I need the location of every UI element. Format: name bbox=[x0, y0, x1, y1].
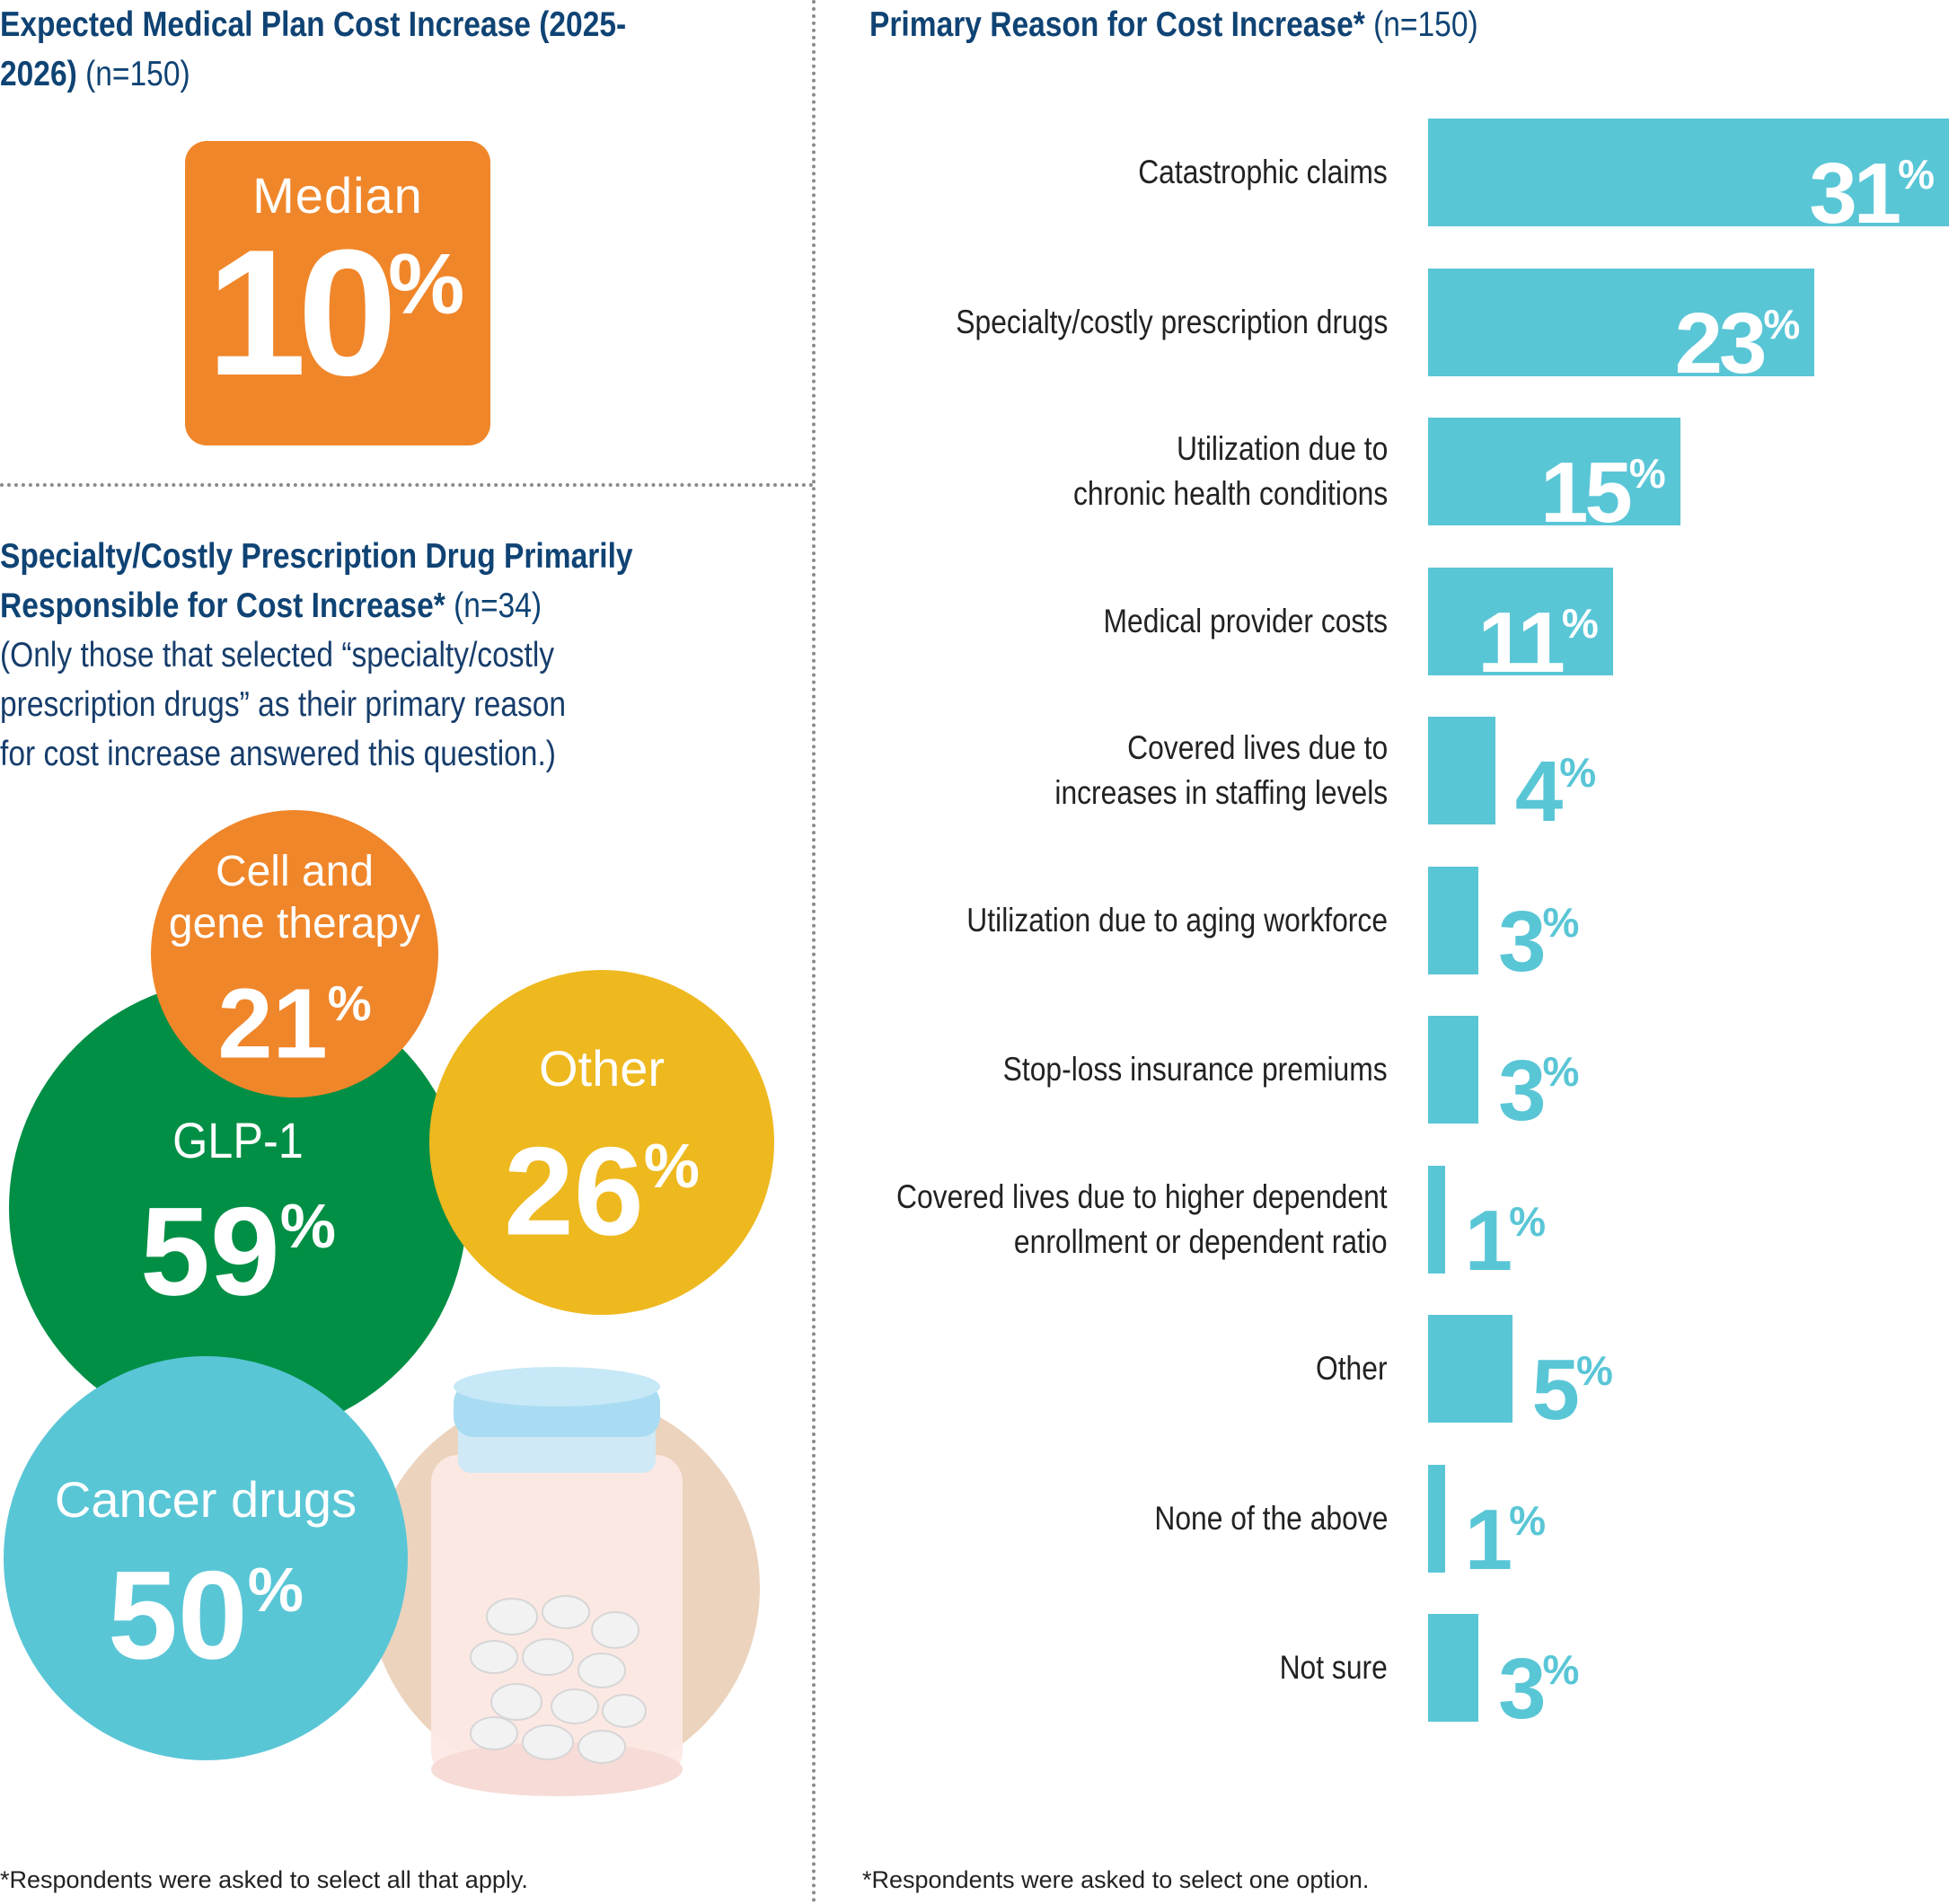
other-bubble-value: 26 bbox=[504, 1120, 644, 1262]
bar bbox=[1428, 1315, 1512, 1423]
bar bbox=[1428, 418, 1680, 525]
drug-section-note: (Only those that selected “specialty/cos… bbox=[0, 636, 567, 773]
category-label: Medical provider costs bbox=[1103, 602, 1388, 639]
other-bubble-unit: % bbox=[643, 1131, 700, 1201]
bar-value-label: 3% bbox=[1498, 1043, 1580, 1139]
cancer-unit: % bbox=[247, 1555, 304, 1625]
reason-section-title: Primary Reason for Cost Increase* (n=150… bbox=[869, 0, 1947, 49]
reason-sample-size: (n=150) bbox=[1373, 5, 1478, 44]
section-divider bbox=[0, 483, 814, 487]
bar bbox=[1428, 1016, 1479, 1124]
median-section-title: Expected Medical Plan Cost Increase (202… bbox=[0, 0, 799, 99]
drug-footnote: *Respondents were asked to select all th… bbox=[0, 1866, 528, 1893]
bubble-other: Other 26% bbox=[429, 970, 774, 1315]
category-label: Catastrophic claims bbox=[1138, 154, 1388, 190]
bar bbox=[1428, 866, 1479, 974]
median-value: 10 bbox=[207, 213, 397, 413]
bar-value-label: 11% bbox=[1477, 594, 1599, 691]
bar-value-label: 23% bbox=[1674, 295, 1801, 392]
pill-bottle-icon bbox=[431, 1367, 683, 1796]
category-label: Covered lives due to increases in staffin… bbox=[1054, 729, 1388, 811]
bar-value-label: 4% bbox=[1514, 744, 1597, 840]
bar-value-label: 5% bbox=[1531, 1342, 1613, 1438]
bar-value-label: 31% bbox=[1809, 145, 1935, 242]
category-label: Utilization due to chronic health conditi… bbox=[1072, 430, 1388, 512]
category-label: Not sure bbox=[1279, 1649, 1388, 1686]
reason-title-text: Primary Reason for Cost Increase* bbox=[869, 5, 1365, 44]
category-label: Utilization due to aging workforce bbox=[966, 901, 1388, 939]
cancer-value: 50 bbox=[108, 1544, 248, 1686]
median-unit: % bbox=[388, 236, 465, 332]
bubble-cell-gene-therapy: Cell and gene therapy 21% bbox=[151, 810, 438, 1097]
other-bubble-label: Other bbox=[538, 1040, 666, 1097]
bar-value-label: 3% bbox=[1498, 1641, 1580, 1737]
median-box: Median 10 % bbox=[185, 141, 490, 445]
category-label: Covered lives due to higher dependent enr… bbox=[896, 1177, 1388, 1260]
category-label: Specialty/costly prescription drugs bbox=[955, 303, 1388, 340]
median-title-text: Expected Medical Plan Cost Increase (202… bbox=[0, 5, 627, 93]
reason-footnote: *Respondents were asked to select one op… bbox=[862, 1866, 1370, 1893]
bar bbox=[1428, 567, 1613, 675]
glp-value: 59 bbox=[140, 1180, 280, 1322]
drug-section-title: Specialty/Costly Prescription Drug Prima… bbox=[0, 532, 808, 630]
bar bbox=[1428, 268, 1815, 376]
drug-note-wrap: (Only those that selected “specialty/cos… bbox=[0, 630, 808, 779]
cell-value: 21 bbox=[217, 968, 328, 1080]
category-label: Other bbox=[1316, 1350, 1388, 1387]
glp-label: GLP-1 bbox=[172, 1112, 304, 1168]
cell-unit: % bbox=[327, 975, 372, 1031]
cell-label-line1: Cell and bbox=[215, 848, 375, 895]
bar bbox=[1428, 1464, 1445, 1573]
cancer-label: Cancer drugs bbox=[54, 1471, 357, 1528]
bar bbox=[1428, 1614, 1479, 1722]
category-label: Stop-loss insurance premiums bbox=[1003, 1051, 1388, 1088]
bar-value-label: 1% bbox=[1464, 1491, 1546, 1588]
glp-unit: % bbox=[279, 1191, 336, 1261]
median-sample-size: (n=150) bbox=[85, 55, 190, 93]
median-label: Median bbox=[252, 167, 423, 224]
drug-title-text: Specialty/Costly Prescription Drug Prima… bbox=[0, 537, 633, 625]
bar-value-label: 3% bbox=[1498, 893, 1580, 990]
bar-value-label: 15% bbox=[1539, 445, 1666, 541]
bar bbox=[1428, 1165, 1445, 1274]
bar bbox=[1428, 119, 1949, 226]
column-divider bbox=[812, 0, 816, 1904]
bar bbox=[1428, 717, 1495, 824]
bubble-cancer-drugs: Cancer drugs 50% bbox=[4, 1356, 408, 1760]
drug-sample-size: (n=34) bbox=[454, 586, 542, 625]
category-label: None of the above bbox=[1153, 1499, 1388, 1537]
bar-value-label: 1% bbox=[1464, 1192, 1546, 1289]
cell-label-line2: gene therapy bbox=[168, 900, 421, 948]
